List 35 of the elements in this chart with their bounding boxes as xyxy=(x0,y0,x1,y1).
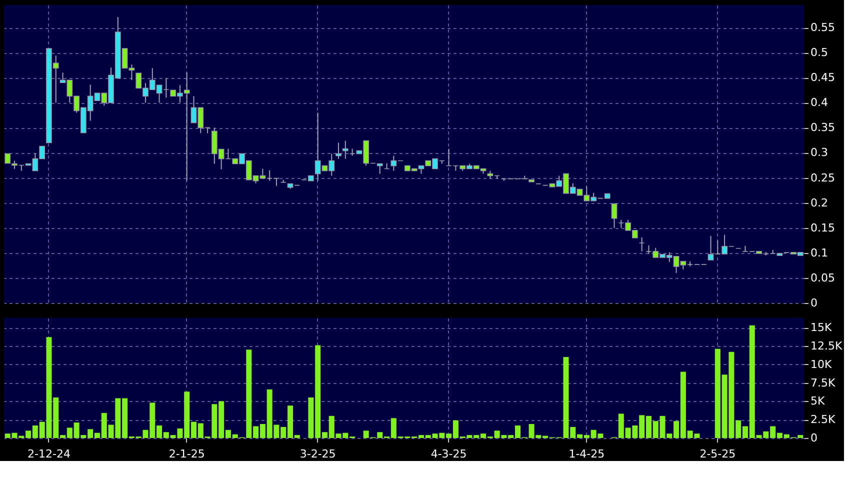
y-tick-label: 0.35 xyxy=(810,121,835,134)
candlestick xyxy=(336,142,342,160)
candlestick xyxy=(638,236,645,252)
x-tick-label: 3-2-25 xyxy=(300,448,336,460)
y-tick-label: 0.5 xyxy=(810,46,828,60)
candlestick xyxy=(611,203,618,228)
x-tick-label: 1-4-25 xyxy=(568,448,605,460)
y-tick-label: 0.05 xyxy=(810,271,835,284)
candlestick xyxy=(501,178,507,182)
y-tick-label: 12.5K xyxy=(810,339,843,352)
candlestick xyxy=(4,153,11,164)
x-tick-label: 2-1-25 xyxy=(168,448,205,460)
y-tick-label: 5K xyxy=(810,394,826,408)
x-tick-label: 2-12-24 xyxy=(28,448,70,460)
candlestick xyxy=(274,178,280,186)
candlestick xyxy=(342,140,348,160)
y-tick-label: 0.15 xyxy=(810,221,835,234)
candlestick xyxy=(384,162,390,170)
y-tick-label: 15K xyxy=(810,321,832,334)
y-tick-label: 0.1 xyxy=(810,246,828,260)
x-tick-label: 2-5-25 xyxy=(700,448,736,460)
y-tick-label: 7.5K xyxy=(810,376,836,390)
candlestick xyxy=(742,245,748,252)
y-tick-label: 0.4 xyxy=(810,96,828,110)
y-tick-label: 2.5K xyxy=(810,413,836,426)
y-tick-label: 0.55 xyxy=(810,21,835,34)
x-tick-label: 4-3-25 xyxy=(430,448,467,460)
y-tick-label: 0 xyxy=(810,432,818,444)
y-tick-label: 0.2 xyxy=(810,196,828,210)
y-tick-label: 0.45 xyxy=(810,71,835,84)
y-tick-label: 0 xyxy=(810,296,818,310)
y-tick-label: 0.25 xyxy=(810,171,835,184)
y-tick-label: 10K xyxy=(810,358,832,371)
candlestick xyxy=(376,163,383,174)
y-tick-label: 0.3 xyxy=(810,146,828,160)
